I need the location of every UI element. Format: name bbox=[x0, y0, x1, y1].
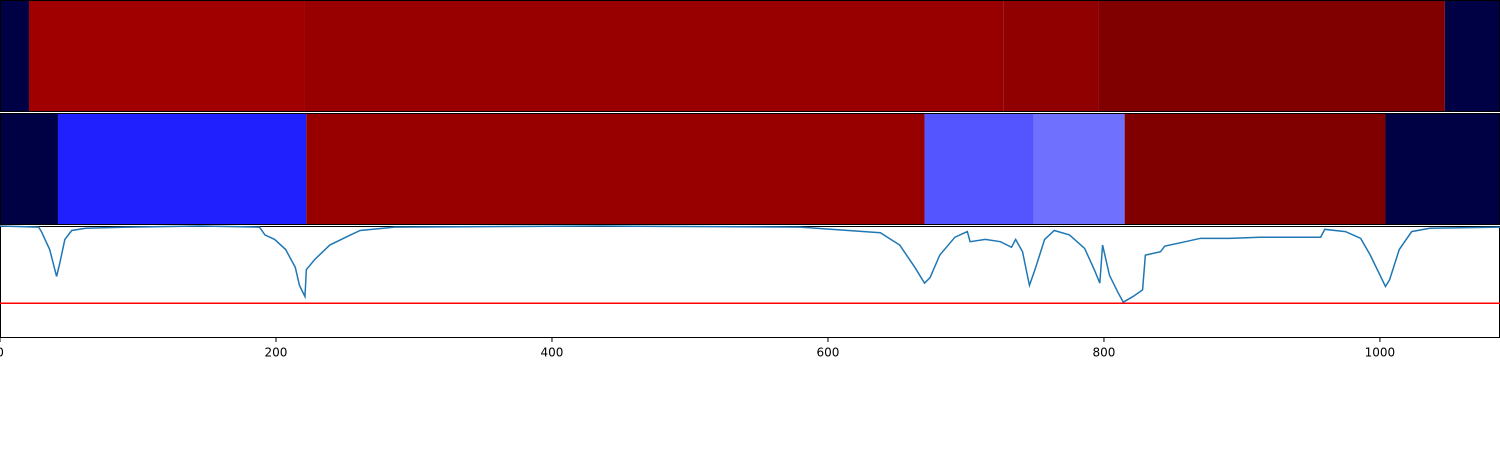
x-tick-label: 600 bbox=[817, 346, 840, 360]
data-line bbox=[0, 225, 1500, 304]
heatmap-segment bbox=[1098, 0, 1445, 112]
heatmap-segment bbox=[57, 113, 307, 225]
heatmap-segment bbox=[924, 113, 1034, 225]
heatmap-segment bbox=[0, 113, 58, 225]
heatmap-segment bbox=[1003, 0, 1099, 112]
heatmap-segment bbox=[1385, 113, 1500, 225]
heatmap-segment bbox=[0, 0, 29, 112]
heatmap-segment bbox=[28, 0, 305, 112]
heatmap-segment bbox=[304, 0, 1004, 112]
x-tick-label: 400 bbox=[541, 346, 564, 360]
x-tick-label: 0 bbox=[0, 346, 4, 360]
x-tick-label: 800 bbox=[1093, 346, 1116, 360]
heatmap-segment bbox=[1444, 0, 1500, 112]
heatmap-segment bbox=[306, 113, 925, 225]
x-tick-label: 1000 bbox=[1365, 346, 1396, 360]
heatmap-segment bbox=[1124, 113, 1386, 225]
heatmap-segment bbox=[1033, 113, 1125, 225]
plot-frame bbox=[0, 226, 1500, 338]
x-tick-label: 200 bbox=[265, 346, 288, 360]
